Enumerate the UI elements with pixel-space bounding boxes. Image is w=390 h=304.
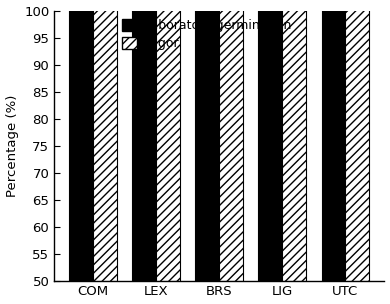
Legend: laboratory germination, vigor: laboratory germination, vigor: [120, 17, 294, 53]
Bar: [259, 0, 282, 281]
Bar: [132, 0, 156, 281]
Bar: [69, 0, 93, 281]
Bar: [93, 0, 117, 281]
Bar: [346, 0, 369, 281]
Bar: [195, 0, 219, 281]
Bar: [156, 0, 180, 281]
Bar: [282, 0, 307, 281]
Bar: [219, 0, 243, 281]
Y-axis label: Percentage (%): Percentage (%): [5, 94, 19, 197]
Bar: [321, 0, 346, 281]
